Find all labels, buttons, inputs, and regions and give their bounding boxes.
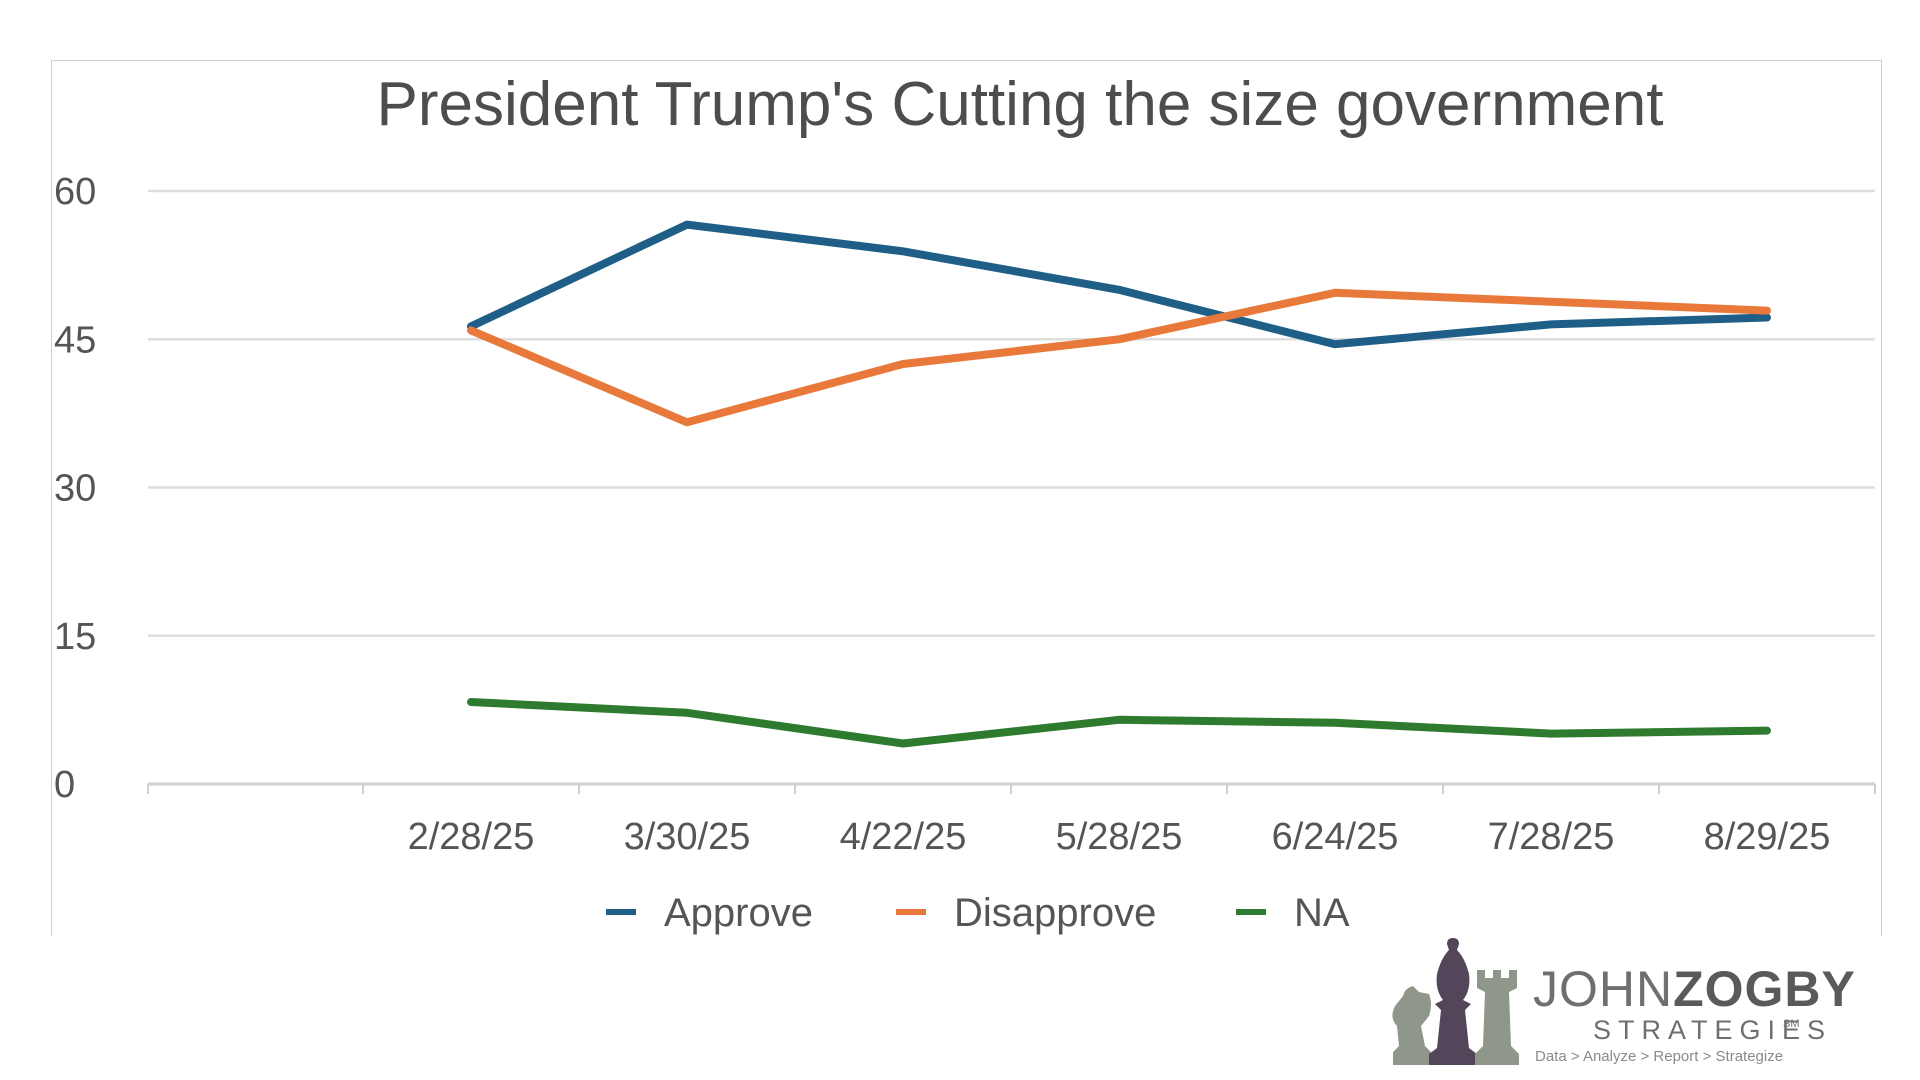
bishop-icon	[1429, 938, 1477, 1065]
y-tick-label: 30	[54, 468, 96, 510]
y-tick-label: 60	[54, 171, 96, 213]
y-tick-label: 0	[54, 764, 75, 806]
legend: Approve Disapprove NA	[606, 891, 1350, 935]
svg-text:JOHNZOGBY: JOHNZOGBY	[1533, 961, 1856, 1017]
series-line-na	[467, 698, 1771, 748]
x-axis: 2/28/25 3/30/25 4/22/25 5/28/25 6/24/25 7/28/…	[147, 784, 1876, 858]
x-tick-label: 3/30/25	[624, 816, 751, 858]
logo-tagline: Data > Analyze > Report > Strategize	[1535, 1048, 1783, 1065]
y-tick-label: 15	[54, 616, 96, 658]
legend-label-disapprove: Disapprove	[954, 891, 1156, 935]
knight-icon	[1392, 986, 1431, 1065]
x-tick-label: 2/28/25	[408, 816, 535, 858]
y-axis: 0 15 30 45 60	[54, 171, 96, 806]
x-tick-label: 6/24/25	[1272, 816, 1399, 858]
x-tick-label: 7/28/25	[1488, 816, 1615, 858]
series-line-approve	[467, 220, 1771, 349]
y-tick-label: 45	[54, 319, 96, 361]
legend-label-approve: Approve	[664, 891, 813, 935]
series-lines	[467, 220, 1771, 748]
logo-name-bold: ZOGBY	[1673, 961, 1856, 1017]
gridlines	[148, 189, 1875, 786]
rook-icon	[1475, 970, 1519, 1065]
x-tick-label: 8/29/25	[1704, 816, 1831, 858]
chart-frame	[51, 60, 1882, 936]
zogby-logo: JOHNZOGBY STRATEGIES SM Data > Analyze >…	[1392, 938, 1856, 1065]
series-line-disapprove	[467, 288, 1771, 427]
legend-label-na: NA	[1294, 891, 1350, 935]
chart-title: President Trump's Cutting the size gover…	[377, 70, 1664, 139]
logo-name-light: JOHN	[1533, 961, 1673, 1017]
logo-sub: STRATEGIES	[1593, 1015, 1832, 1045]
x-tick-label: 5/28/25	[1056, 816, 1183, 858]
x-tick-label: 4/22/25	[840, 816, 967, 858]
logo-sm: SM	[1783, 1018, 1800, 1030]
